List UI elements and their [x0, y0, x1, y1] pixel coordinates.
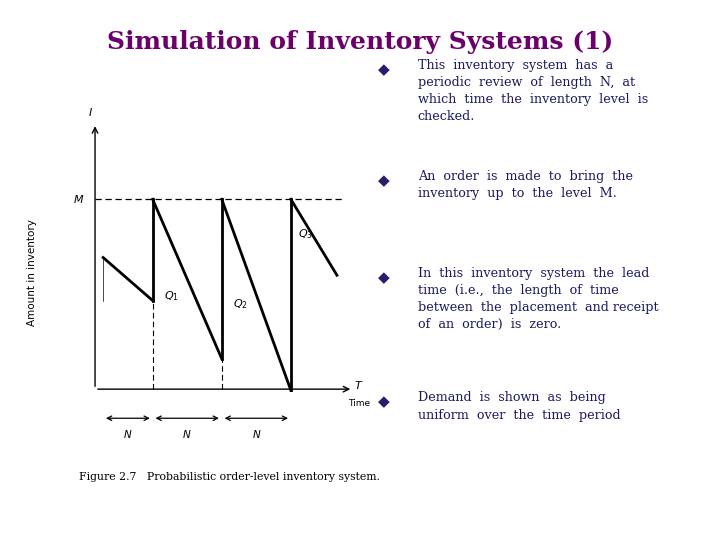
- Text: Simulation of Inventory Systems (1): Simulation of Inventory Systems (1): [107, 30, 613, 53]
- Text: $M$: $M$: [73, 193, 84, 205]
- Text: $Q_2$: $Q_2$: [233, 298, 248, 311]
- Text: $Q_3$: $Q_3$: [298, 227, 312, 241]
- Text: $N$: $N$: [251, 428, 261, 441]
- Text: $I$: $I$: [88, 106, 93, 118]
- Text: This  inventory  system  has  a
periodic  review  of  length  N,  at
which  time: This inventory system has a periodic rev…: [418, 59, 648, 124]
- Text: An  order  is  made  to  bring  the
inventory  up  to  the  level  M.: An order is made to bring the inventory …: [418, 170, 633, 200]
- Text: $N$: $N$: [182, 428, 192, 441]
- Text: In  this  inventory  system  the  lead
time  (i.e.,  the  length  of  time
betwe: In this inventory system the lead time (…: [418, 267, 658, 332]
- Text: ◆: ◆: [378, 62, 390, 77]
- Text: Figure 2.7   Probabilistic order-level inventory system.: Figure 2.7 Probabilistic order-level inv…: [79, 472, 380, 483]
- Text: ◆: ◆: [378, 394, 390, 409]
- Text: Amount in inventory: Amount in inventory: [27, 219, 37, 326]
- Text: ◆: ◆: [378, 173, 390, 188]
- Text: $Q_1$: $Q_1$: [164, 289, 179, 303]
- Text: Demand  is  shown  as  being
uniform  over  the  time  period: Demand is shown as being uniform over th…: [418, 392, 620, 422]
- Text: ◆: ◆: [378, 270, 390, 285]
- Text: $T$: $T$: [354, 379, 364, 392]
- Text: $N$: $N$: [123, 428, 132, 441]
- Text: Time: Time: [348, 399, 371, 408]
